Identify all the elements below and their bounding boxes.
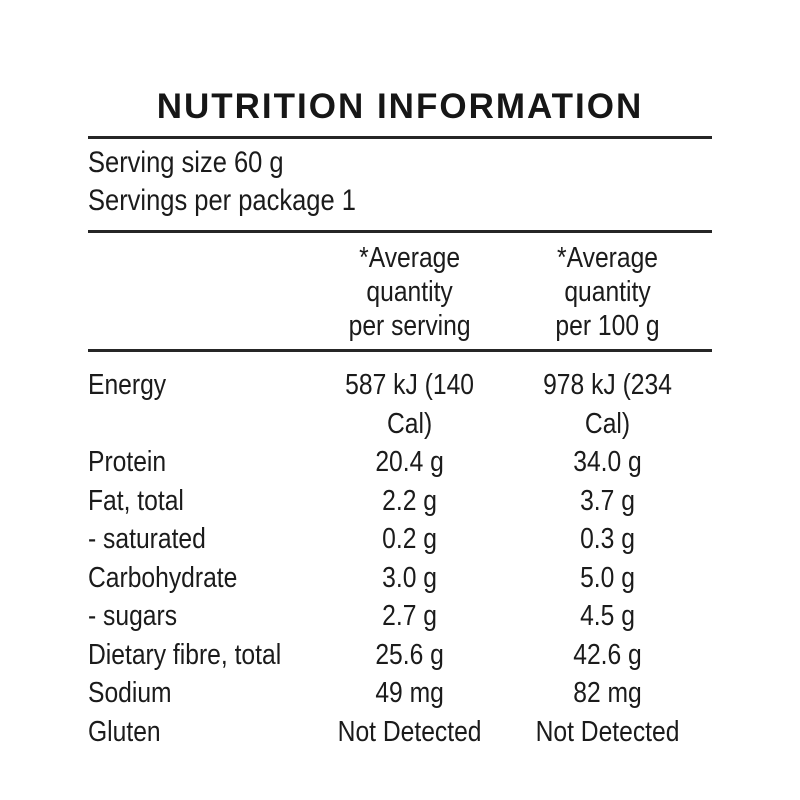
value-per-serving: 0.2 g <box>381 523 437 555</box>
table-row: - sugars 2.7 g 4.5 g <box>88 597 712 636</box>
column-header-per-serving: *Average quantity per serving <box>316 241 503 343</box>
table-row: Protein 20.4 g 34.0 g <box>88 443 712 482</box>
serving-size-line: Serving size 60 g <box>88 146 284 179</box>
serving-info: Serving size 60 g Servings per package 1 <box>88 144 712 220</box>
value-per-100g: 0.3 g <box>580 523 635 555</box>
value-per-100g: 978 kJ (234 Cal) <box>543 369 672 440</box>
serving-info-rule <box>88 230 712 233</box>
per-100g-header-line-1: *Average <box>556 242 658 274</box>
value-per-serving: 3.0 g <box>381 561 437 594</box>
value-per-serving: 49 mg <box>375 677 444 709</box>
value-per-100g: 82 mg <box>573 677 642 709</box>
value-per-serving: 25.6 g <box>375 638 444 671</box>
value-per-serving: 20.4 g <box>375 446 444 478</box>
nutrient-table: Energy 587 kJ (140 Cal) 978 kJ (234 Cal)… <box>88 366 712 751</box>
nutrient-label: Fat, total <box>88 484 184 517</box>
value-per-100g: 4.5 g <box>580 600 635 632</box>
per-serving-header-line-2: quantity <box>366 276 453 308</box>
table-row: Carbohydrate 3.0 g 5.0 g <box>88 559 712 598</box>
per-serving-header-line-1: *Average <box>358 242 460 274</box>
table-row: Sodium 49 mg 82 mg <box>88 674 712 713</box>
per-100g-header-line-3: per 100 g <box>555 310 660 342</box>
value-per-100g: 42.6 g <box>573 638 642 671</box>
nutrient-label: Protein <box>88 446 167 478</box>
column-header-spacer <box>88 241 316 343</box>
nutrient-label: Carbohydrate <box>88 561 238 594</box>
table-row: Fat, total 2.2 g 3.7 g <box>88 482 712 521</box>
per-100g-header-line-2: quantity <box>564 276 651 308</box>
servings-per-package-line: Servings per package 1 <box>88 184 356 217</box>
title-rule <box>88 136 712 139</box>
table-row: Gluten Not Detected Not Detected <box>88 713 712 752</box>
table-row: Energy 587 kJ (140 Cal) 978 kJ (234 Cal) <box>88 366 712 443</box>
value-per-100g: 34.0 g <box>573 446 642 478</box>
per-serving-header-line-3: per serving <box>348 310 471 342</box>
nutrient-label: - saturated <box>88 523 206 555</box>
value-per-serving: 2.2 g <box>381 484 437 517</box>
value-per-serving: Not Detected <box>337 715 482 748</box>
value-per-serving: 587 kJ (140 Cal) <box>344 369 474 440</box>
column-header-per-100g: *Average quantity per 100 g <box>503 241 712 343</box>
column-header-row: *Average quantity per serving *Average q… <box>88 241 712 343</box>
table-row: - saturated 0.2 g 0.3 g <box>88 520 712 559</box>
nutrition-panel: NUTRITION INFORMATION Serving size 60 g … <box>88 86 712 751</box>
panel-title: NUTRITION INFORMATION <box>156 87 644 126</box>
table-row: Dietary fibre, total 25.6 g 42.6 g <box>88 636 712 675</box>
nutrient-label: Energy <box>88 369 167 401</box>
nutrient-label: Dietary fibre, total <box>88 638 282 671</box>
nutrient-label: - sugars <box>88 600 178 632</box>
header-rule <box>88 349 712 352</box>
nutrient-label: Gluten <box>88 715 161 748</box>
nutrient-label: Sodium <box>88 677 172 709</box>
value-per-100g: 3.7 g <box>580 484 635 517</box>
value-per-100g: Not Detected <box>535 715 680 748</box>
value-per-100g: 5.0 g <box>580 561 635 594</box>
value-per-serving: 2.7 g <box>381 600 437 632</box>
